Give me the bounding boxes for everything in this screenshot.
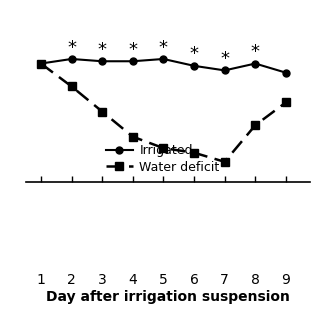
X-axis label: Day after irrigation suspension: Day after irrigation suspension [46, 290, 290, 304]
Text: *: * [67, 38, 76, 57]
Legend: Irrigated, Water deficit: Irrigated, Water deficit [103, 141, 222, 176]
Text: *: * [128, 41, 137, 59]
Text: *: * [98, 41, 107, 59]
Text: *: * [251, 43, 260, 61]
Text: *: * [189, 45, 198, 63]
Text: *: * [220, 50, 229, 68]
Text: *: * [159, 38, 168, 57]
